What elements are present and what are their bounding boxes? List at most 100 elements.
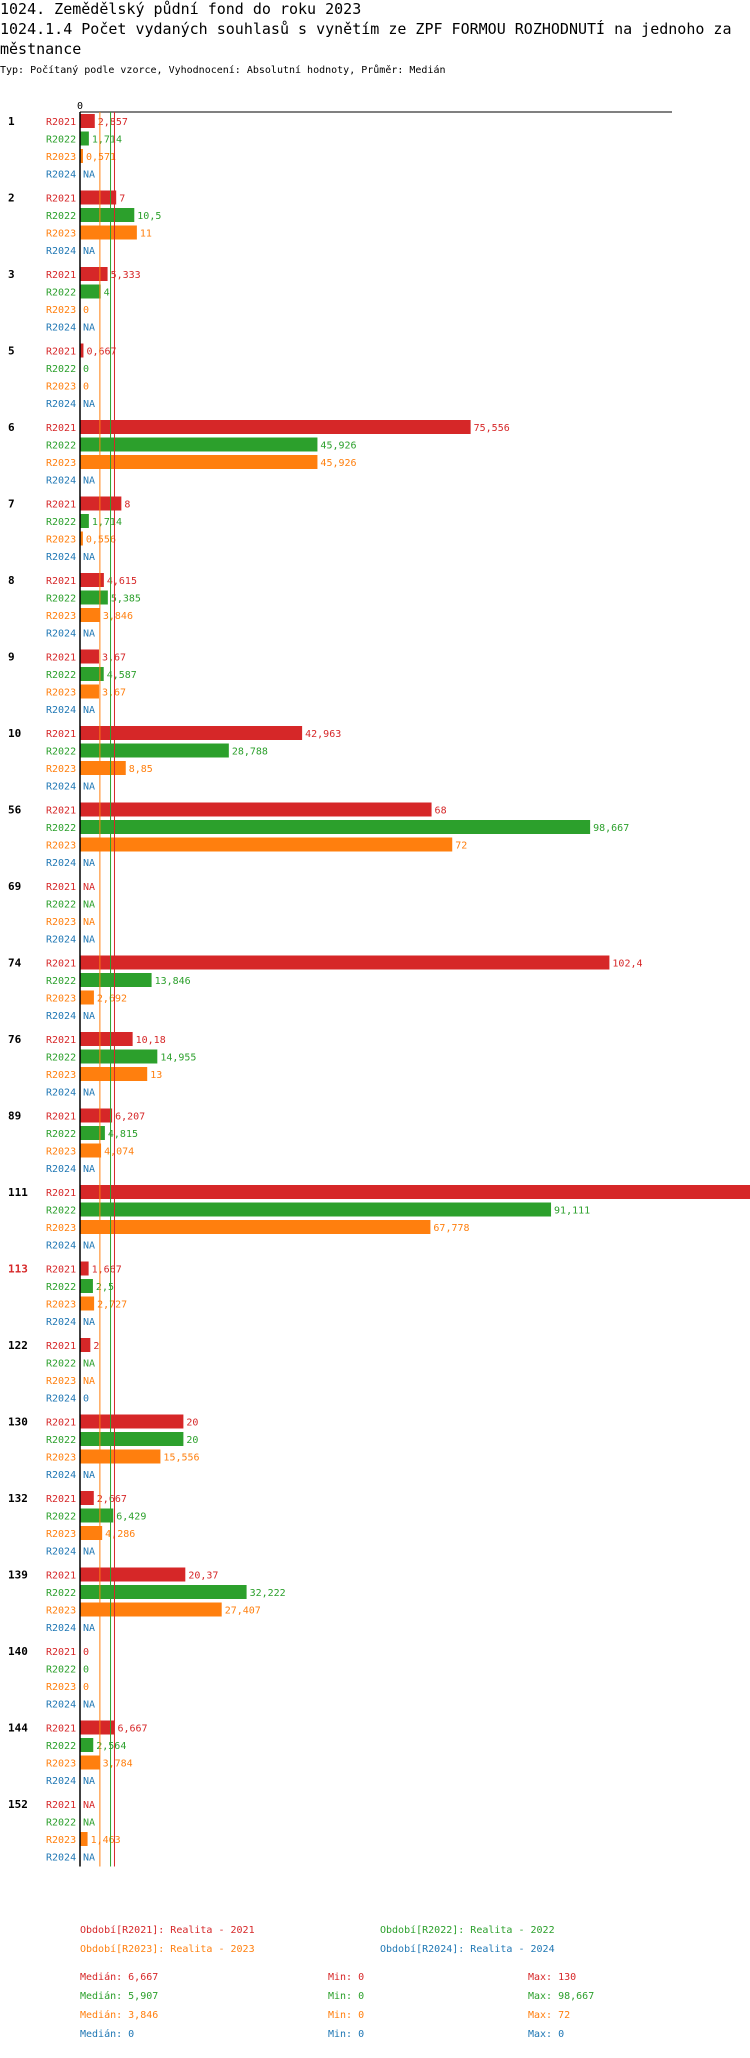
data-label: 0 <box>83 1665 89 1676</box>
series-label: R2022 <box>46 823 76 834</box>
bar <box>80 420 471 434</box>
bar <box>80 1491 94 1505</box>
series-label: R2023 <box>46 229 76 240</box>
group-label: 10 <box>8 727 21 740</box>
bar <box>80 820 591 834</box>
series-label: R2022 <box>46 670 76 681</box>
data-label: NA <box>83 1700 95 1711</box>
data-label: 72 <box>455 841 467 852</box>
bar <box>80 267 108 281</box>
group-label: 8 <box>8 574 15 587</box>
series-label: R2021 <box>46 1647 76 1658</box>
series-label: R2024 <box>46 1623 76 1634</box>
bar <box>80 1296 95 1311</box>
group-label: 7 <box>8 498 15 511</box>
data-label: 6,429 <box>116 1512 146 1523</box>
series-label: R2021 <box>46 653 76 664</box>
series-label: R2023 <box>46 1529 76 1540</box>
data-label: NA <box>83 1317 95 1328</box>
series-label: R2021 <box>46 500 76 511</box>
data-label: 11 <box>140 229 152 240</box>
series-label: R2021 <box>46 347 76 358</box>
data-label: 0 <box>83 364 89 375</box>
data-label: 2,667 <box>97 1494 127 1505</box>
data-label: NA <box>83 629 95 640</box>
series-label: R2021 <box>46 1800 76 1811</box>
bar <box>80 455 318 469</box>
bar <box>80 649 99 664</box>
data-label: 4,815 <box>108 1129 138 1140</box>
stat-max: Max: 130 <box>528 1972 577 1983</box>
group-label: 6 <box>8 421 15 434</box>
data-label: 2,5 <box>96 1282 114 1293</box>
series-label: R2022 <box>46 1282 76 1293</box>
data-label: NA <box>83 1376 95 1387</box>
group-label: 144 <box>8 1722 28 1735</box>
series-label: R2024 <box>46 399 76 410</box>
data-label: 2,564 <box>96 1741 126 1752</box>
data-label: NA <box>83 900 95 911</box>
series-label: R2021 <box>46 576 76 587</box>
series-label: R2023 <box>46 764 76 775</box>
series-label: R2022 <box>46 1435 76 1446</box>
data-label: 4,615 <box>107 576 137 587</box>
bar <box>80 1738 94 1752</box>
data-label: 13,846 <box>155 976 191 987</box>
bar <box>80 437 318 452</box>
group-label: 132 <box>8 1492 28 1505</box>
series-label: R2024 <box>46 246 76 257</box>
bar <box>80 1049 158 1064</box>
legend-item: Období[R2023]: Realita - 2023 <box>80 1944 255 1955</box>
bar <box>80 1755 100 1770</box>
series-label: R2023 <box>46 611 76 622</box>
bar <box>80 496 122 511</box>
series-label: R2024 <box>46 858 76 869</box>
data-label: NA <box>83 935 95 946</box>
data-label: 6,207 <box>115 1112 145 1123</box>
data-label: NA <box>83 1853 95 1864</box>
bar <box>80 1067 148 1081</box>
data-label: 10,5 <box>137 211 161 222</box>
data-label: 1,714 <box>92 517 122 528</box>
series-label: R2023 <box>46 1606 76 1617</box>
bar <box>80 573 104 587</box>
series-label: R2022 <box>46 1512 76 1523</box>
series-label: R2024 <box>46 1776 76 1787</box>
bar <box>80 1585 247 1599</box>
series-label: R2022 <box>46 1359 76 1370</box>
series-label: R2021 <box>46 423 76 434</box>
bar <box>80 973 152 987</box>
series-label: R2021 <box>46 1035 76 1046</box>
group-label: 74 <box>8 957 22 970</box>
series-label: R2022 <box>46 900 76 911</box>
data-label: NA <box>83 705 95 716</box>
stat-median: Medián: 5,907 <box>80 1991 159 2002</box>
bar <box>80 667 104 681</box>
bar <box>80 608 100 622</box>
bar <box>80 514 89 528</box>
data-label: NA <box>83 1470 95 1481</box>
data-label: 0,571 <box>86 152 116 163</box>
data-label: 0,556 <box>86 535 116 546</box>
bar <box>80 590 108 605</box>
series-label: R2023 <box>46 382 76 393</box>
data-label: NA <box>83 399 95 410</box>
group-label: 76 <box>8 1033 22 1046</box>
series-label: R2022 <box>46 441 76 452</box>
bar <box>80 1414 184 1429</box>
data-label: NA <box>83 1164 95 1175</box>
data-label: 4,074 <box>104 1147 134 1158</box>
data-label: 0 <box>83 305 89 316</box>
series-label: R2021 <box>46 1265 76 1276</box>
data-label: NA <box>83 323 95 334</box>
group-label: 5 <box>8 345 15 358</box>
bar <box>80 225 137 240</box>
data-label: 2,727 <box>97 1300 127 1311</box>
series-label: R2021 <box>46 194 76 205</box>
chart-title-line-2: 1024.1.4 Počet vydaných souhlasů s vynět… <box>0 20 732 38</box>
data-label: 4,286 <box>105 1529 135 1540</box>
series-label: R2022 <box>46 211 76 222</box>
bar <box>80 1508 114 1523</box>
data-label: 1,714 <box>92 135 122 146</box>
